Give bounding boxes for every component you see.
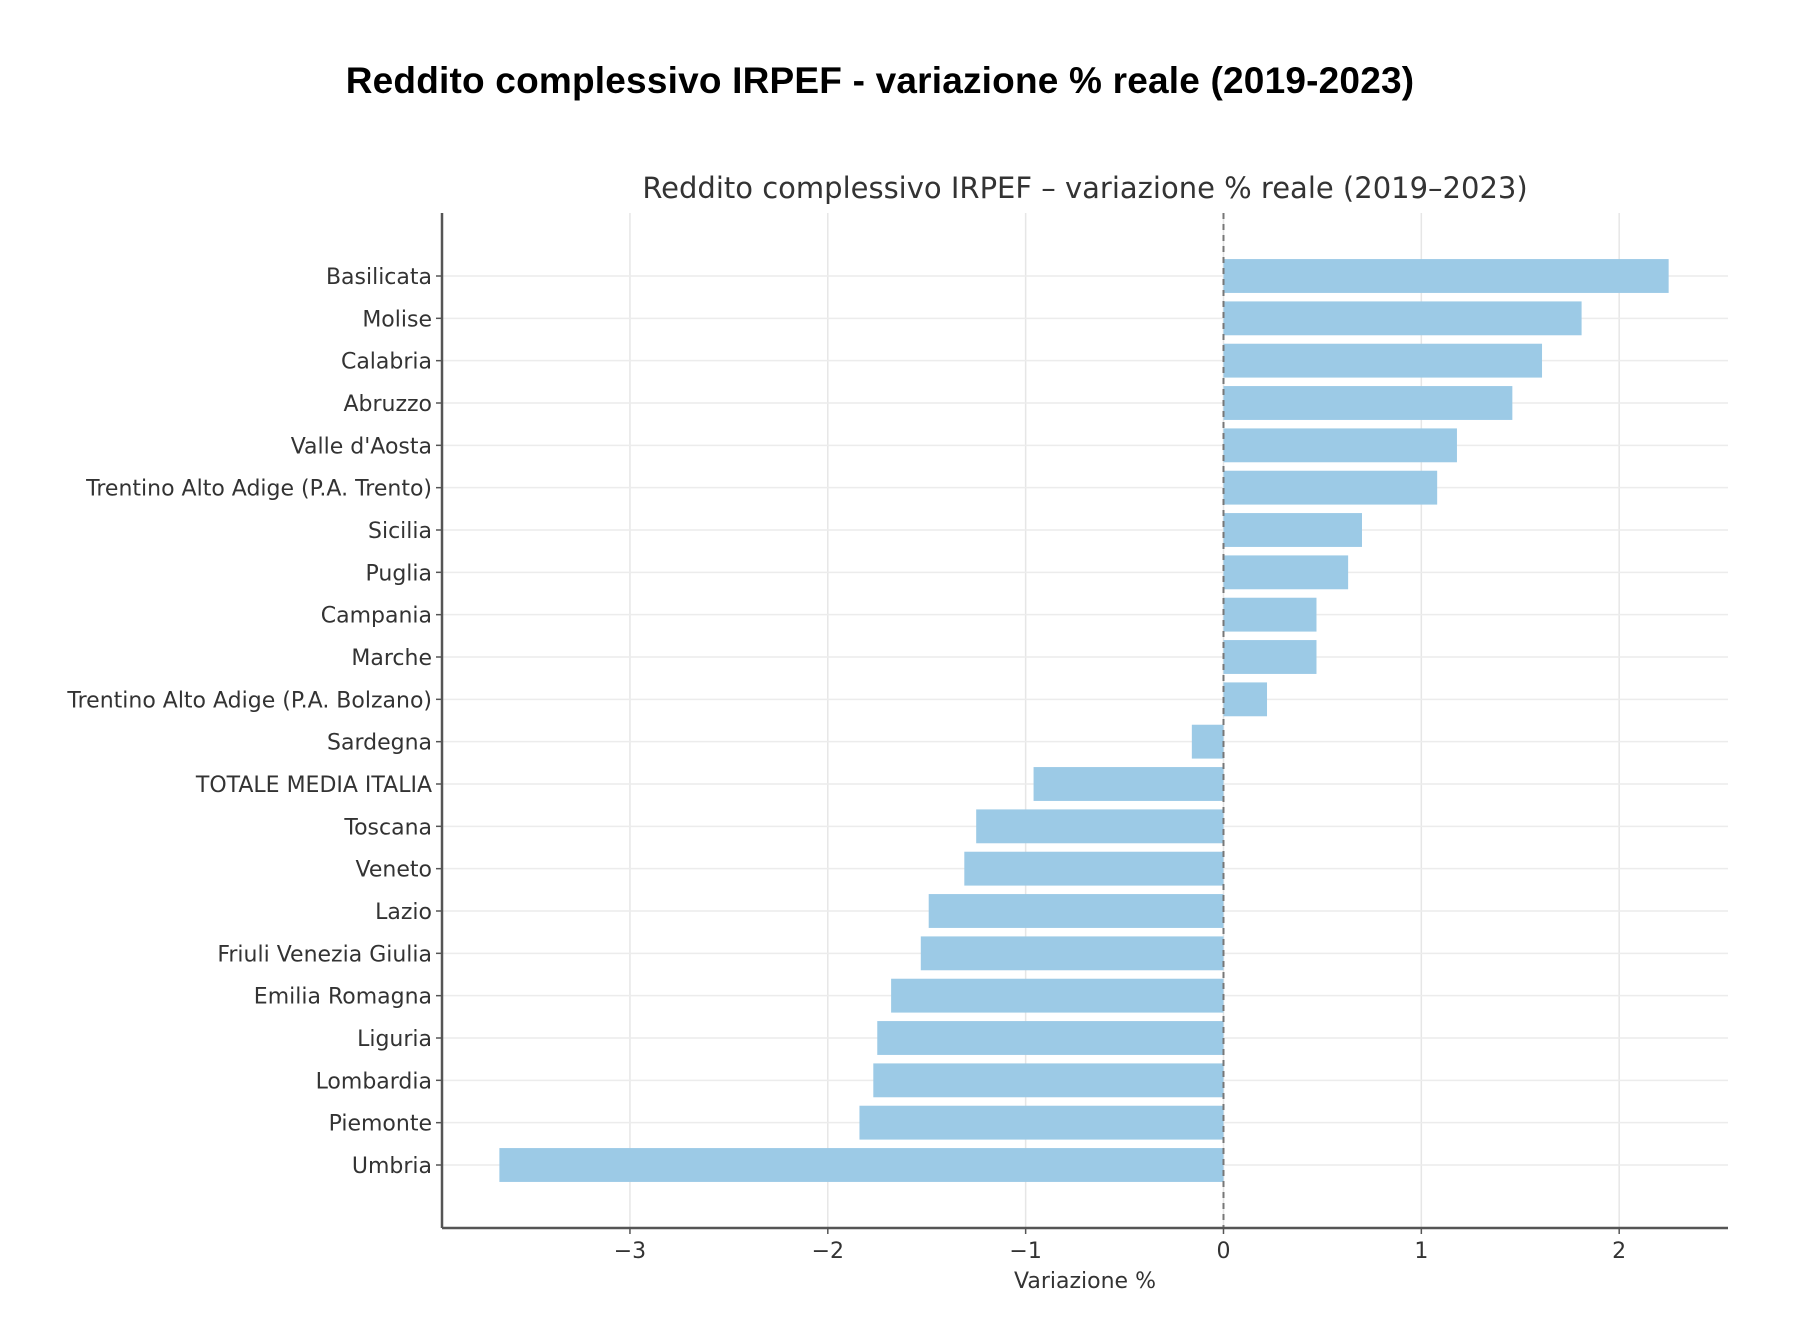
category-label: Trentino Alto Adige (P.A. Bolzano): [66, 688, 432, 713]
category-label: Lazio: [375, 900, 432, 925]
category-label: Umbria: [352, 1154, 432, 1179]
category-label: Abruzzo: [343, 392, 432, 417]
bar: [1033, 767, 1224, 801]
bar: [964, 851, 1224, 886]
category-labels: Basilicata Molise Calabria Abruzzo Valle d'A…: [66, 265, 432, 1179]
category-label: Friuli Venezia Giulia: [217, 942, 432, 967]
x-tick-label: 1: [1414, 1239, 1428, 1264]
category-label: Valle d'Aosta: [291, 434, 432, 459]
x-tick-labels: −3 −2 −1 0 1 2: [614, 1239, 1626, 1264]
bar: [1223, 513, 1362, 547]
bar: [1191, 724, 1224, 759]
chart-title: Reddito complessivo IRPEF – variazione %…: [642, 171, 1527, 205]
bar: [877, 1021, 1224, 1055]
x-tick-label: −1: [1009, 1239, 1041, 1264]
x-tick-label: 2: [1612, 1239, 1626, 1264]
category-label: Trentino Alto Adige (P.A. Trento): [85, 477, 432, 502]
bar: [1223, 555, 1349, 590]
page-title: Reddito complessivo IRPEF - variazione %…: [345, 60, 1415, 101]
x-tick-label: −3: [614, 1239, 646, 1264]
category-label: Campania: [321, 604, 432, 629]
bar: [891, 978, 1224, 1013]
bar: [976, 809, 1224, 844]
category-label: Calabria: [341, 350, 432, 375]
category-label: Veneto: [356, 858, 432, 883]
x-axis-label: Variazione %: [1014, 1269, 1156, 1294]
category-label: Toscana: [343, 815, 432, 840]
bar: [1223, 640, 1317, 674]
bar: [1223, 386, 1513, 420]
bar: [1223, 428, 1457, 463]
axes: [436, 213, 1728, 1234]
category-label: Piemonte: [329, 1112, 432, 1137]
bars: [499, 259, 1669, 1182]
category-label: Puglia: [366, 561, 433, 586]
bar: [920, 936, 1224, 971]
bar: [1223, 343, 1543, 378]
category-label: Sardegna: [327, 731, 432, 756]
bar: [928, 894, 1224, 928]
category-label: Lombardia: [316, 1069, 432, 1094]
bar: [1223, 470, 1438, 505]
category-label: Liguria: [357, 1027, 432, 1052]
bar: [1223, 682, 1268, 717]
category-label: TOTALE MEDIA ITALIA: [195, 773, 432, 798]
category-label: Emilia Romagna: [254, 985, 432, 1010]
category-label: Marche: [351, 646, 432, 671]
category-label: Molise: [362, 307, 432, 332]
bar: [1223, 597, 1317, 632]
x-tick-label: 0: [1216, 1239, 1230, 1264]
bar: [1223, 301, 1582, 336]
bar: [859, 1105, 1224, 1140]
bar: [499, 1148, 1224, 1182]
category-label: Basilicata: [326, 265, 432, 290]
bar: [1223, 259, 1669, 293]
x-tick-label: −2: [812, 1239, 844, 1264]
bar: [873, 1063, 1224, 1098]
category-label: Sicilia: [368, 519, 432, 544]
